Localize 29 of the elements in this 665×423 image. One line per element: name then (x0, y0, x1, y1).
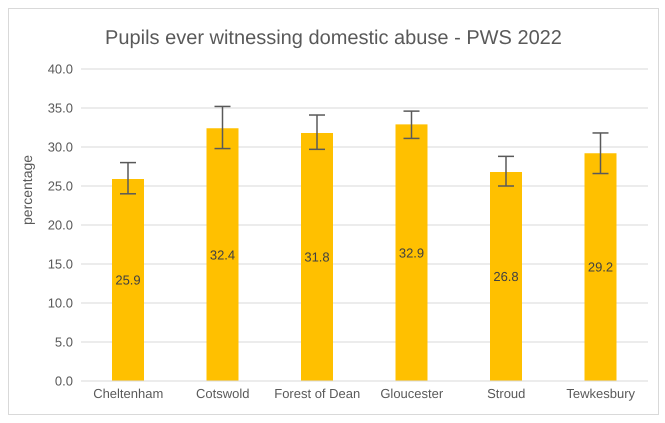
y-tick-label: 5.0 (54, 334, 73, 350)
y-tick-label: 10.0 (48, 296, 73, 311)
x-tick-label: Tewkesbury (566, 386, 636, 402)
x-tick-label: Cotswold (196, 386, 250, 402)
chart-title: Pupils ever witnessing domestic abuse - PWS 2022 (104, 26, 563, 51)
bar (396, 124, 428, 381)
y-tick-label: 30.0 (48, 140, 73, 155)
data-label: 32.4 (210, 247, 236, 262)
data-label: 26.8 (493, 269, 519, 284)
y-tick-label: 20.0 (48, 218, 73, 233)
data-label: 25.9 (115, 272, 141, 288)
y-axis-title: percentage (18, 154, 35, 225)
y-tick-label: 40.0 (48, 62, 73, 77)
x-tick-label: Stroud (487, 386, 526, 402)
bar (490, 172, 522, 381)
y-tick-label: 35.0 (48, 100, 73, 116)
x-tick-label: Gloucester (380, 386, 444, 402)
bar (206, 128, 238, 381)
data-label: 31.8 (304, 250, 330, 265)
y-tick-label: 25.0 (48, 178, 73, 194)
bar (584, 153, 616, 381)
bar (301, 132, 333, 381)
data-label: 29.2 (588, 260, 614, 275)
bar (112, 178, 144, 381)
x-tick-label: Forest of Dean (274, 386, 360, 402)
y-tick-label: 0.0 (54, 374, 73, 389)
x-tick-label: Cheltenham (93, 386, 164, 402)
data-label: 32.9 (398, 245, 424, 260)
y-tick-label: 15.0 (48, 256, 73, 272)
